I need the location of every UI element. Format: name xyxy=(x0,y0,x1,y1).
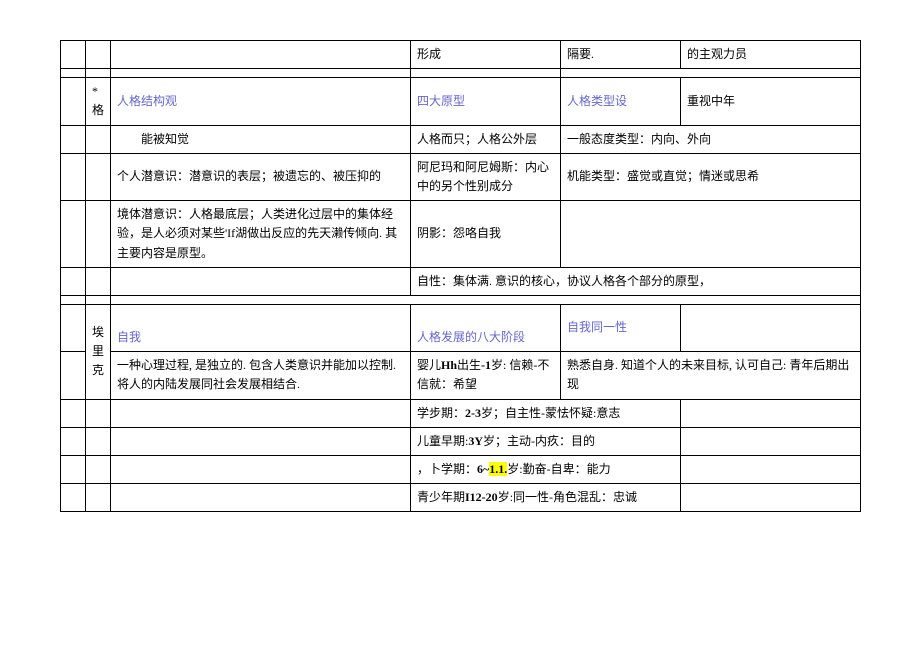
highlight: 1.1. xyxy=(489,462,507,476)
table-row: 形成 隔要. 的主观力员 xyxy=(61,41,861,69)
table-row: 境体潜意识：人格最底层；人类进化过层中的集体经验，是人必须对某些'If湖做出反应… xyxy=(61,201,861,268)
table-row: ，卜学期：6~1.1.岁:勤奋-自卑：能力 xyxy=(61,456,861,484)
table-row: 埃里克 自我 人格发展的八大阶段 自我同一性 xyxy=(61,304,861,351)
link-text: 人格类型设 xyxy=(567,94,627,108)
table-row xyxy=(61,69,861,78)
cell: 熟悉自身. 知道个人的未来目标, 认可自己: 青年后期出现 xyxy=(561,352,861,399)
cell: 隔要. xyxy=(561,41,681,69)
link-text: 人格发展的八大阶段 xyxy=(417,330,525,344)
cell: 境体潜意识：人格最底层；人类进化过层中的集体经验，是人必须对某些'If湖做出反应… xyxy=(111,201,411,268)
table-row: 个人潜意识：潜意识的表层；被遗忘的、被压抑的 阿尼玛和阿尼姆斯：内心中的另个性别… xyxy=(61,153,861,200)
cell: 机能类型：盛觉或直觉；情迷或思希 xyxy=(561,153,861,200)
link-text: 自我 xyxy=(117,330,141,344)
cell: 形成 xyxy=(411,41,561,69)
cell: 阿尼玛和阿尼姆斯：内心中的另个性别成分 xyxy=(411,153,561,200)
cell: 四大原型 xyxy=(411,78,561,125)
document-table: 形成 隔要. 的主观力员 *格 人格结构观 四大原型 人格类型设 重视中年 能被… xyxy=(60,40,861,512)
cell: 学步期：2-3岁；自主性-蒙怯怀疑:意志 xyxy=(411,399,681,427)
cell: 儿童早期:3Y岁；主动-内疚：目的 xyxy=(411,427,681,455)
cell: 人格类型设 xyxy=(561,78,681,125)
cell: 埃里克 xyxy=(86,304,111,399)
table-row: 一种心理过程, 是独立的. 包含人类意识并能加以控制. 将人的内陆发展同社会发展… xyxy=(61,352,861,399)
cell: 人格发展的八大阶段 xyxy=(411,304,561,351)
cell: 自我同一性 xyxy=(561,304,681,351)
table-row: 青少年期I12-20岁:同一性-角色混乱：忠诚 xyxy=(61,484,861,512)
cell: 的主观力员 xyxy=(681,41,861,69)
table-row: *格 人格结构观 四大原型 人格类型设 重视中年 xyxy=(61,78,861,125)
cell: 自我 xyxy=(111,304,411,351)
table-row: 自性：集体满. 意识的核心，协议人格各个部分的原型， xyxy=(61,267,861,295)
cell: 个人潜意识：潜意识的表层；被遗忘的、被压抑的 xyxy=(111,153,411,200)
table-row: 学步期：2-3岁；自主性-蒙怯怀疑:意志 xyxy=(61,399,861,427)
cell: 人格而只；人格公外层 xyxy=(411,125,561,153)
cell: *格 xyxy=(86,78,111,125)
cell: 自性：集体满. 意识的核心，协议人格各个部分的原型， xyxy=(411,267,861,295)
cell: ，卜学期：6~1.1.岁:勤奋-自卑：能力 xyxy=(411,456,681,484)
table-row: 能被知觉 人格而只；人格公外层 一般态度类型：内向、外向 xyxy=(61,125,861,153)
link-text: 四大原型 xyxy=(417,94,465,108)
cell: 婴儿Hh出生-1岁: 信赖-不信就：希望 xyxy=(411,352,561,399)
cell: 能被知觉 xyxy=(111,125,411,153)
cell: 重视中年 xyxy=(681,78,861,125)
cell: 阴影：怨咯自我 xyxy=(411,201,561,268)
table-row xyxy=(61,295,861,304)
cell: 一种心理过程, 是独立的. 包含人类意识并能加以控制. 将人的内陆发展同社会发展… xyxy=(111,352,411,399)
cell: 青少年期I12-20岁:同一性-角色混乱：忠诚 xyxy=(411,484,681,512)
table-row: 儿童早期:3Y岁；主动-内疚：目的 xyxy=(61,427,861,455)
cell: 一般态度类型：内向、外向 xyxy=(561,125,861,153)
link-text: 人格结构观 xyxy=(117,94,177,108)
link-text: 自我同一性 xyxy=(567,320,627,334)
cell: 人格结构观 xyxy=(111,78,411,125)
